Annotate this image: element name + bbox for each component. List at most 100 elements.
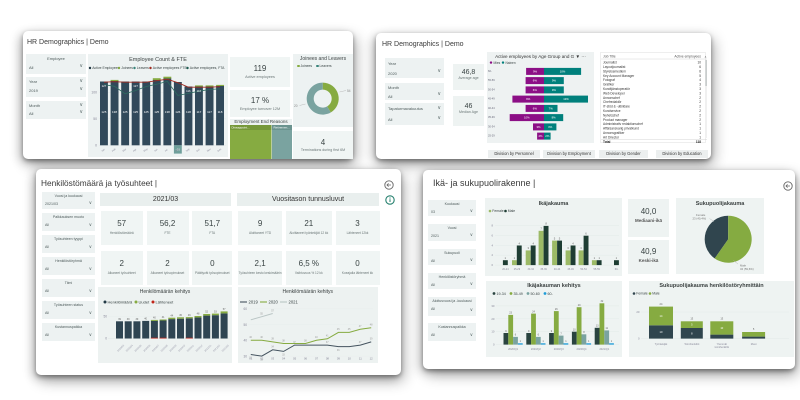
svg-text:127: 127 — [102, 84, 107, 88]
svg-text:8%: 8% — [552, 116, 557, 120]
svg-text:7: 7 — [560, 332, 562, 335]
svg-text:Chefredaktör: Chefredaktör — [603, 100, 622, 104]
svg-text:6: 6 — [699, 69, 701, 73]
svg-text:10: 10 — [348, 357, 352, 361]
svg-text:Kundservice: Kundservice — [603, 109, 621, 113]
svg-text:2020/Q1: 2020/Q1 — [508, 347, 519, 351]
svg-text:45-49: 45-49 — [567, 268, 574, 271]
svg-text:32: 32 — [601, 300, 604, 303]
svg-text:2021/03: 2021/03 — [221, 344, 230, 353]
svg-text:8: 8 — [491, 224, 493, 228]
svg-text:Lähteneet: Lähteneet — [156, 299, 175, 304]
svg-text:24: 24 — [532, 310, 535, 313]
svg-text:2020/Q2: 2020/Q2 — [531, 347, 542, 351]
svg-text:toimihenkilöt: toimihenkilöt — [715, 345, 730, 349]
svg-text:38: 38 — [282, 339, 285, 342]
svg-text:Toimihenkilöt: Toimihenkilöt — [684, 342, 699, 346]
svg-text:23: 23 — [509, 312, 512, 315]
svg-text:Female: Female — [636, 292, 647, 296]
svg-text:3: 3 — [580, 246, 582, 250]
svg-text:5: 5 — [753, 327, 755, 331]
svg-text:Male: Male — [652, 292, 659, 296]
svg-text:57: 57 — [271, 309, 274, 312]
svg-text:07: 07 — [315, 357, 319, 361]
svg-text:138: 138 — [165, 110, 170, 114]
svg-text:31: 31 — [249, 357, 252, 360]
svg-text:3: 3 — [699, 91, 701, 95]
svg-text:55-59: 55-59 — [488, 78, 495, 82]
svg-text:Active employees: Active employees — [674, 54, 701, 58]
svg-text:50-54: 50-54 — [488, 87, 495, 91]
svg-text:10%: 10% — [560, 69, 566, 73]
svg-text:125: 125 — [133, 110, 138, 114]
svg-text:0: 0 — [491, 263, 493, 267]
svg-text:1: 1 — [699, 127, 701, 131]
svg-text:04: 04 — [282, 357, 286, 361]
svg-text:40-44: 40-44 — [554, 268, 561, 271]
svg-text:01: 01 — [249, 357, 253, 361]
svg-text:30-34: 30-34 — [527, 268, 534, 271]
svg-text:2020/03: 2020/03 — [117, 344, 126, 353]
svg-text:Administrativ redaktionschef: Administrativ redaktionschef — [603, 122, 643, 126]
svg-text:03: 03 — [271, 357, 275, 361]
svg-text:Job Title: Job Title — [603, 54, 616, 58]
svg-text:50: 50 — [243, 323, 247, 327]
svg-text:Joinees: Joinees — [121, 66, 133, 70]
svg-text:8: 8 — [691, 332, 693, 336]
svg-text:3: 3 — [699, 87, 701, 91]
svg-text:Mies: Mies — [494, 61, 501, 65]
svg-text:10%: 10% — [524, 116, 530, 120]
svg-text:125: 125 — [154, 110, 159, 114]
svg-text:6: 6 — [491, 234, 493, 238]
svg-text:9: 9 — [505, 330, 507, 333]
svg-text:60: 60 — [243, 307, 247, 311]
svg-text:6%: 6% — [533, 88, 538, 92]
svg-text:39: 39 — [136, 318, 139, 321]
svg-text:3%: 3% — [536, 125, 541, 129]
svg-text:4: 4 — [532, 241, 534, 245]
svg-text:117: 117 — [207, 110, 212, 114]
svg-text:30: 30 — [243, 354, 247, 358]
svg-text:35-49: 35-49 — [514, 292, 523, 296]
svg-text:1: 1 — [520, 340, 522, 343]
svg-text:Product manager: Product manager — [603, 118, 628, 122]
svg-text:4: 4 — [491, 243, 493, 247]
svg-text:5: 5 — [554, 236, 556, 240]
svg-text:125: 125 — [123, 110, 128, 114]
svg-text:2: 2 — [699, 113, 701, 117]
svg-text:4: 4 — [572, 241, 574, 245]
svg-text:0: 0 — [638, 337, 640, 341]
svg-text:Grafiker: Grafiker — [603, 83, 615, 87]
svg-text:1: 1 — [542, 340, 544, 343]
svg-text:37: 37 — [359, 341, 362, 344]
svg-text:48: 48 — [370, 324, 373, 327]
svg-text:0: 0 — [105, 337, 107, 341]
svg-text:14: 14 — [660, 314, 663, 318]
svg-text:30-34: 30-34 — [488, 124, 495, 128]
svg-text:6%: 6% — [533, 79, 538, 83]
svg-text:Sep: Sep — [185, 147, 191, 152]
svg-text:Styrelsemedlem: Styrelsemedlem — [603, 69, 626, 73]
svg-text:20: 20 — [636, 310, 640, 314]
svg-text:20: 20 — [294, 104, 298, 108]
svg-text:7: 7 — [540, 227, 542, 231]
svg-text:10: 10 — [573, 329, 576, 332]
svg-text:11: 11 — [605, 327, 608, 330]
svg-text:Male: Male — [740, 264, 747, 268]
svg-text:Nov: Nov — [206, 147, 212, 152]
svg-text:Retiremen...: Retiremen... — [274, 126, 291, 130]
svg-text:Female: Female — [696, 213, 706, 217]
svg-text:1: 1 — [565, 340, 567, 343]
svg-text:3: 3 — [699, 83, 701, 87]
svg-text:4: 4 — [518, 241, 520, 245]
svg-text:48: 48 — [197, 313, 200, 316]
svg-text:2: 2 — [699, 96, 701, 100]
svg-text:45-49: 45-49 — [488, 97, 495, 101]
svg-text:37: 37 — [293, 341, 296, 344]
svg-text:1: 1 — [611, 340, 613, 343]
svg-text:Active employees FTE: Active employees FTE — [153, 66, 188, 70]
svg-text:10: 10 — [720, 326, 723, 330]
svg-text:Male: Male — [508, 209, 515, 213]
svg-text:Apr: Apr — [132, 148, 137, 153]
svg-text:2020/10: 2020/10 — [178, 344, 187, 353]
